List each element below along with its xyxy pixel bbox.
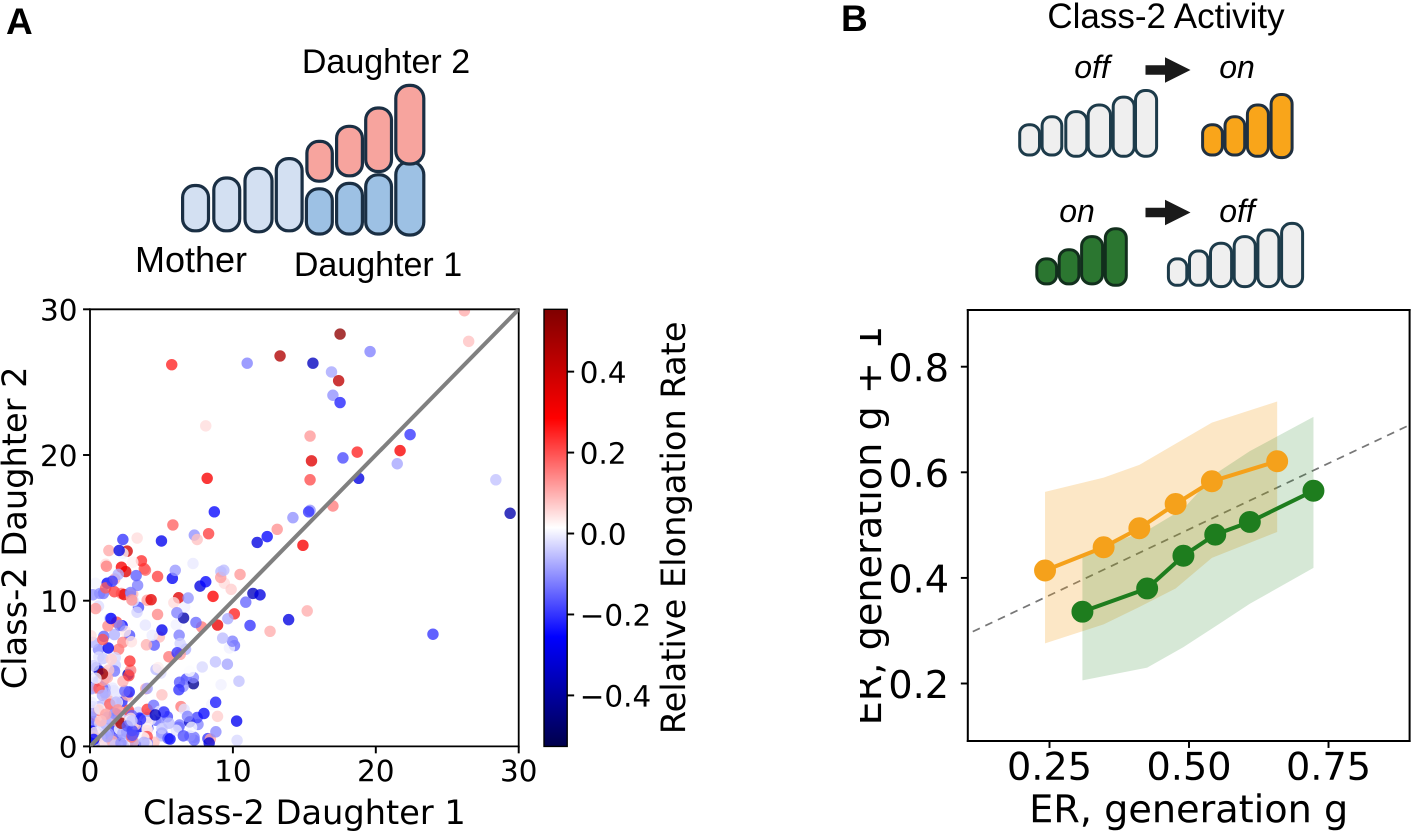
svg-text:on: on — [1059, 193, 1095, 229]
svg-text:Mother: Mother — [135, 239, 247, 280]
svg-text:Daughter 1: Daughter 1 — [294, 246, 462, 284]
svg-text:off: off — [1219, 193, 1258, 229]
svg-text:B: B — [841, 0, 868, 39]
svg-text:Daughter 2: Daughter 2 — [302, 43, 470, 81]
svg-text:off: off — [1074, 49, 1113, 85]
svg-text:Class-2 Activity: Class-2 Activity — [1047, 0, 1285, 36]
svg-text:on: on — [1219, 49, 1255, 85]
svg-text:A: A — [6, 1, 33, 42]
